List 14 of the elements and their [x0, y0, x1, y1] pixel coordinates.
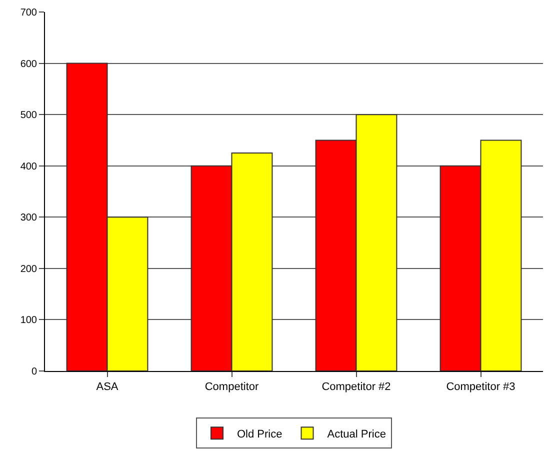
y-tick-label: 0 [31, 366, 38, 378]
legend-label: Actual Price [327, 428, 386, 440]
y-tick-label: 100 [20, 315, 38, 326]
x-tick-label: Competitor #2 [322, 381, 391, 394]
y-tick-label: 500 [20, 110, 38, 122]
y-tick-label: 600 [20, 58, 38, 70]
x-tick-label: Competitor #3 [446, 381, 516, 394]
y-tick-label: 300 [20, 212, 38, 224]
legend-label: Old Price [237, 428, 282, 440]
x-tick-label: Competitor [204, 381, 259, 394]
y-tick-label: 200 [20, 264, 38, 275]
y-tick-label: 400 [20, 161, 38, 172]
x-tick-label: ASA [96, 381, 119, 394]
y-tick-label: 700 [20, 8, 38, 18]
